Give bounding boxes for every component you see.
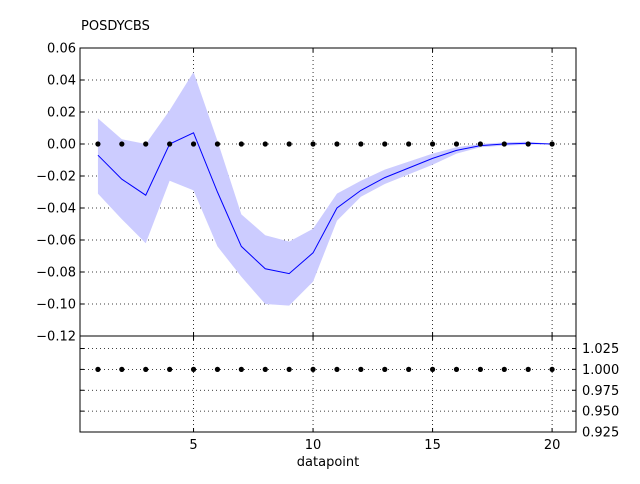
y-tick-label: 0.04 (47, 74, 76, 89)
datapoint-marker (143, 141, 149, 147)
datapoint-marker (406, 141, 412, 147)
datapoint-marker (262, 141, 268, 147)
datapoint-marker (190, 141, 197, 147)
x-tick-label: 5 (189, 438, 197, 453)
top-y-axis: −0.12 −0.10 −0.08 −0.06 −0.04 −0.02 0.00 0.02 0.… (36, 42, 576, 345)
mean-line (97, 132, 553, 275)
datapoint-marker (429, 141, 436, 147)
x-tick-label: 15 (424, 438, 441, 453)
datapoint-marker (95, 141, 101, 147)
top-x-ticks (193, 48, 553, 336)
y-tick-label: 0.975 (582, 384, 619, 399)
datapoint-marker (190, 366, 197, 372)
datapoint-marker (214, 366, 221, 372)
x-axis-label: datapoint (297, 455, 359, 470)
confidence-band (97, 72, 553, 306)
datapoint-marker (406, 366, 412, 372)
datapoint-marker (262, 366, 268, 372)
bottom-datapoints (95, 366, 555, 372)
y-tick-label: −0.10 (36, 298, 76, 313)
datapoint-marker (501, 141, 507, 147)
bottom-axes-frame (79, 335, 577, 433)
datapoint-marker (549, 141, 555, 147)
datapoint-marker (214, 141, 221, 147)
top-datapoints (95, 141, 555, 147)
datapoint-marker (167, 366, 173, 372)
x-tick-label: 10 (305, 438, 322, 453)
y-tick-label: 0.00 (47, 138, 76, 153)
y-tick-label: 0.02 (47, 106, 76, 121)
datapoint-marker (167, 141, 173, 147)
datapoint-marker (453, 366, 460, 372)
y-tick-label: 0.06 (47, 42, 76, 57)
y-tick-label: −0.06 (36, 234, 76, 249)
datapoint-marker (453, 141, 460, 147)
y-tick-label: 0.950 (582, 405, 619, 420)
datapoint-marker (525, 141, 531, 147)
y-tick-label: −0.12 (36, 330, 76, 345)
datapoint-marker (143, 366, 149, 372)
y-tick-label: −0.08 (36, 266, 76, 281)
datapoint-marker (334, 141, 340, 147)
datapoint-marker (477, 141, 483, 147)
datapoint-marker (429, 366, 436, 372)
bottom-y-axis: 0.925 0.950 0.975 1.000 1.025 (80, 342, 619, 441)
datapoint-marker (358, 141, 364, 147)
datapoint-marker (382, 366, 388, 372)
datapoint-marker (477, 366, 483, 372)
y-tick-label: −0.02 (36, 170, 76, 185)
datapoint-marker (334, 366, 340, 372)
datapoint-marker (119, 141, 125, 147)
datapoint-marker (119, 366, 125, 372)
y-tick-label: 0.925 (582, 426, 619, 441)
datapoint-marker (286, 141, 292, 147)
y-tick-label: 1.025 (582, 342, 619, 357)
datapoint-marker (238, 366, 244, 372)
bottom-x-axis: 5 10 15 20 (189, 336, 560, 453)
datapoint-marker (286, 366, 292, 372)
x-tick-label: 20 (544, 438, 561, 453)
datapoint-marker (310, 141, 316, 147)
datapoint-marker (310, 366, 316, 372)
datapoint-marker (382, 141, 388, 147)
datapoint-marker (525, 366, 531, 372)
y-tick-label: 1.000 (582, 363, 619, 378)
datapoint-marker (358, 366, 364, 372)
datapoint-marker (95, 366, 101, 372)
datapoint-marker (501, 366, 507, 372)
y-tick-label: −0.04 (36, 202, 76, 217)
datapoint-marker (238, 141, 244, 147)
datapoint-marker (549, 366, 555, 372)
chart-title: POSDYCBS (81, 19, 150, 34)
bottom-panel: 0.925 0.950 0.975 1.000 1.025 5 10 15 20 datapo… (79, 335, 619, 470)
